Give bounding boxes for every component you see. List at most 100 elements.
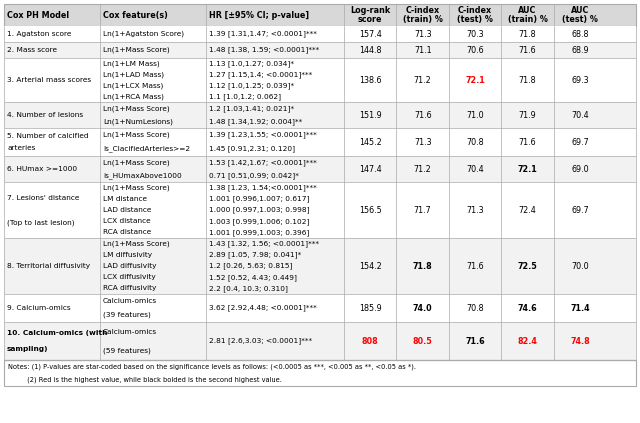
Text: 147.4: 147.4 (359, 165, 381, 173)
Text: Ln(1+Mass Score): Ln(1+Mass Score) (103, 240, 170, 247)
Text: 1.2 [1.03,1.41; 0.021]*: 1.2 [1.03,1.41; 0.021]* (209, 105, 294, 112)
Text: (59 features): (59 features) (103, 347, 151, 354)
Text: Ln(1+LM Mass): Ln(1+LM Mass) (103, 60, 160, 67)
Text: AUC: AUC (518, 5, 537, 15)
Text: 156.5: 156.5 (359, 206, 381, 214)
Text: 6. HUmax >=1000: 6. HUmax >=1000 (7, 166, 77, 172)
Text: HR [±95% CI; p-value]: HR [±95% CI; p-value] (209, 11, 309, 19)
Text: 71.2: 71.2 (414, 75, 431, 85)
Text: 72.1: 72.1 (518, 165, 538, 173)
Text: Calcium-omics: Calcium-omics (103, 298, 157, 304)
Text: 74.0: 74.0 (413, 303, 433, 313)
Text: Ln(1+Mass Score): Ln(1+Mass Score) (103, 132, 170, 138)
Text: 144.8: 144.8 (359, 46, 381, 55)
Text: 8. Territorial diffusivity: 8. Territorial diffusivity (7, 263, 90, 269)
Text: is_HUmaxAbove1000: is_HUmaxAbove1000 (103, 172, 182, 179)
Text: 72.5: 72.5 (518, 261, 538, 270)
Text: Ln(1+Mass Score): Ln(1+Mass Score) (103, 184, 170, 191)
Text: 1.43 [1.32, 1.56; <0.0001]***: 1.43 [1.32, 1.56; <0.0001]*** (209, 240, 319, 247)
Text: Ln(1+Mass Score): Ln(1+Mass Score) (103, 105, 170, 112)
Text: 70.4: 70.4 (467, 165, 484, 173)
Text: 2.2 [0.4, 10.3; 0.310]: 2.2 [0.4, 10.3; 0.310] (209, 285, 288, 292)
Text: 70.8: 70.8 (467, 303, 484, 313)
Text: 71.3: 71.3 (467, 206, 484, 214)
Text: (train) %: (train) % (508, 15, 548, 25)
Text: 71.8: 71.8 (413, 261, 433, 270)
Text: LCX diffusivity: LCX diffusivity (103, 274, 156, 280)
Text: Calcium-omics: Calcium-omics (103, 329, 157, 335)
Text: Ln(1+RCA Mass): Ln(1+RCA Mass) (103, 93, 164, 100)
Text: 71.6: 71.6 (519, 137, 536, 146)
Text: 74.8: 74.8 (570, 337, 590, 346)
Text: Cox PH Model: Cox PH Model (7, 11, 69, 19)
Text: 71.6: 71.6 (414, 110, 431, 120)
Text: 71.6: 71.6 (465, 337, 485, 346)
Text: 82.4: 82.4 (518, 337, 538, 346)
Text: 80.5: 80.5 (413, 337, 433, 346)
Text: 69.7: 69.7 (571, 137, 589, 146)
Text: LAD diffusivity: LAD diffusivity (103, 263, 157, 269)
Text: 1.38 [1.23, 1.54;<0.0001]***: 1.38 [1.23, 1.54;<0.0001]*** (209, 184, 317, 191)
Text: 70.4: 70.4 (572, 110, 589, 120)
Text: 154.2: 154.2 (359, 261, 381, 270)
Text: 71.6: 71.6 (519, 46, 536, 55)
Text: 1.45 [0.91,2.31; 0.120]: 1.45 [0.91,2.31; 0.120] (209, 146, 296, 152)
Text: 71.6: 71.6 (467, 261, 484, 270)
Text: 4. Number of lesions: 4. Number of lesions (7, 112, 83, 118)
Text: 138.6: 138.6 (359, 75, 381, 85)
Text: 72.1: 72.1 (465, 75, 485, 85)
Text: 3. Arterial mass scores: 3. Arterial mass scores (7, 77, 91, 83)
Bar (4, 26, 636, 42)
Text: (2) Red is the highest value, while black bolded is the second highest value.: (2) Red is the highest value, while blac… (8, 376, 282, 383)
Bar (4, 4, 636, 26)
Text: 9. Calcium-omics: 9. Calcium-omics (7, 305, 70, 311)
Text: Cox feature(s): Cox feature(s) (103, 11, 168, 19)
Bar (4, 238, 636, 294)
Text: 1. Agatston score: 1. Agatston score (7, 31, 72, 37)
Text: 1.39 [1.31,1.47; <0.0001]***: 1.39 [1.31,1.47; <0.0001]*** (209, 30, 317, 37)
Text: 71.1: 71.1 (414, 46, 431, 55)
Text: Is_ClacifiedArteries>=2: Is_ClacifiedArteries>=2 (103, 146, 190, 152)
Text: 71.2: 71.2 (414, 165, 431, 173)
Text: 1.27 [1.15,1.4; <0.0001]***: 1.27 [1.15,1.4; <0.0001]*** (209, 71, 312, 78)
Text: arteries: arteries (7, 145, 35, 151)
Text: 1.001 [0.996,1.007; 0.617]: 1.001 [0.996,1.007; 0.617] (209, 195, 310, 202)
Text: 71.4: 71.4 (570, 303, 590, 313)
Text: AUC: AUC (571, 5, 589, 15)
Text: 71.0: 71.0 (467, 110, 484, 120)
Text: 1.000 [0.997,1.003; 0.998]: 1.000 [0.997,1.003; 0.998] (209, 206, 310, 213)
Text: 70.3: 70.3 (467, 30, 484, 38)
Bar (4, 156, 636, 182)
Bar (4, 58, 636, 102)
Text: C-index: C-index (458, 5, 492, 15)
Text: 1.52 [0.52, 4.43; 0.449]: 1.52 [0.52, 4.43; 0.449] (209, 274, 297, 280)
Text: 0.71 [0.51,0.99; 0.042]*: 0.71 [0.51,0.99; 0.042]* (209, 172, 299, 179)
Text: 1.2 [0.26, 5.63; 0.815]: 1.2 [0.26, 5.63; 0.815] (209, 263, 292, 269)
Text: Ln(1+NumLesions): Ln(1+NumLesions) (103, 118, 173, 125)
Text: 71.7: 71.7 (414, 206, 431, 214)
Text: 2.89 [1.05, 7.98; 0.041]*: 2.89 [1.05, 7.98; 0.041]* (209, 251, 301, 258)
Text: Ln(1+LCX Mass): Ln(1+LCX Mass) (103, 82, 163, 89)
Text: Ln(1+Mass Score): Ln(1+Mass Score) (103, 159, 170, 166)
Text: (test) %: (test) % (562, 15, 598, 25)
Text: 1.48 [1.38, 1.59; <0.0001]***: 1.48 [1.38, 1.59; <0.0001]*** (209, 47, 319, 53)
Text: (train) %: (train) % (403, 15, 443, 25)
Text: 808: 808 (362, 337, 379, 346)
Text: 68.9: 68.9 (572, 46, 589, 55)
Text: Ln(1+LAD Mass): Ln(1+LAD Mass) (103, 71, 164, 78)
Text: 70.0: 70.0 (572, 261, 589, 270)
Text: Ln(1+Mass Score): Ln(1+Mass Score) (103, 47, 170, 53)
Text: 71.8: 71.8 (519, 75, 536, 85)
Text: 1.12 [1.0,1.25; 0.039]*: 1.12 [1.0,1.25; 0.039]* (209, 82, 294, 89)
Text: LM distance: LM distance (103, 196, 147, 202)
Text: 72.4: 72.4 (519, 206, 536, 214)
Text: 2.81 [2.6,3.03; <0.0001]***: 2.81 [2.6,3.03; <0.0001]*** (209, 338, 312, 344)
Text: LM diffusivity: LM diffusivity (103, 252, 152, 258)
Text: 1.001 [0.999,1.003; 0.396]: 1.001 [0.999,1.003; 0.396] (209, 229, 310, 236)
Bar (4, 102, 636, 128)
Text: 2. Mass score: 2. Mass score (7, 47, 57, 53)
Text: 69.3: 69.3 (572, 75, 589, 85)
Text: score: score (358, 15, 383, 25)
Text: (Top to last lesion): (Top to last lesion) (7, 219, 75, 225)
Text: 1.1 [1.0,1.2; 0.062]: 1.1 [1.0,1.2; 0.062] (209, 93, 282, 100)
